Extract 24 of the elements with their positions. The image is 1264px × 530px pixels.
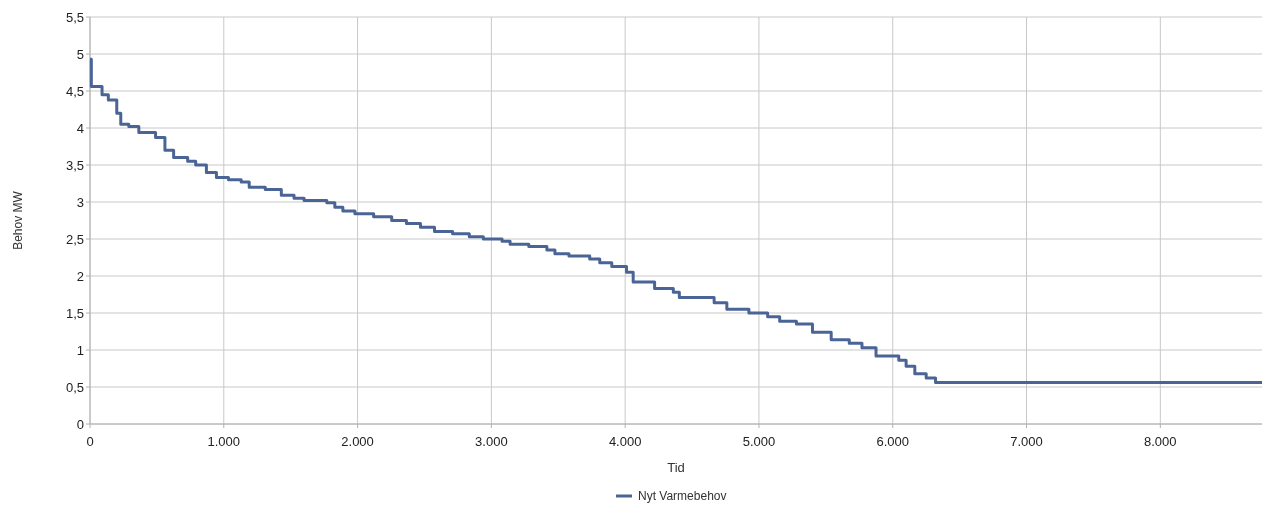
- y-tick-label: 1,5: [65, 305, 84, 321]
- y-tick-label: 4: [76, 120, 84, 136]
- x-tick-label: 6.000: [876, 434, 910, 449]
- y-tick-label: 2,5: [65, 231, 84, 247]
- x-tick-label: 8.000: [1144, 434, 1177, 449]
- y-tick-label: 0,5: [65, 379, 84, 395]
- legend-label: Nyt Varmebehov: [638, 489, 727, 504]
- y-tick-label: 2: [76, 268, 84, 284]
- x-tick-label: 4.000: [608, 434, 642, 449]
- x-tick-label: 0: [86, 434, 94, 449]
- x-tick-label: 5.000: [742, 434, 776, 449]
- y-tick-label: 5: [76, 46, 84, 62]
- y-tick-label: 1: [76, 342, 84, 358]
- x-tick-label: 1.000: [207, 434, 241, 449]
- y-axis-title: Behov MW: [11, 190, 25, 250]
- x-axis-title: Tid: [667, 460, 685, 475]
- y-tick-label: 3: [76, 194, 84, 210]
- y-tick-label: 0: [76, 416, 84, 432]
- x-tick-label: 7.000: [1010, 434, 1043, 449]
- y-tick-label: 4,5: [65, 83, 84, 99]
- y-tick-label: 5,5: [65, 9, 84, 25]
- x-tick-label: 3.000: [475, 434, 508, 449]
- y-tick-label: 3,5: [65, 157, 84, 173]
- x-tick-label: 2.000: [341, 434, 374, 449]
